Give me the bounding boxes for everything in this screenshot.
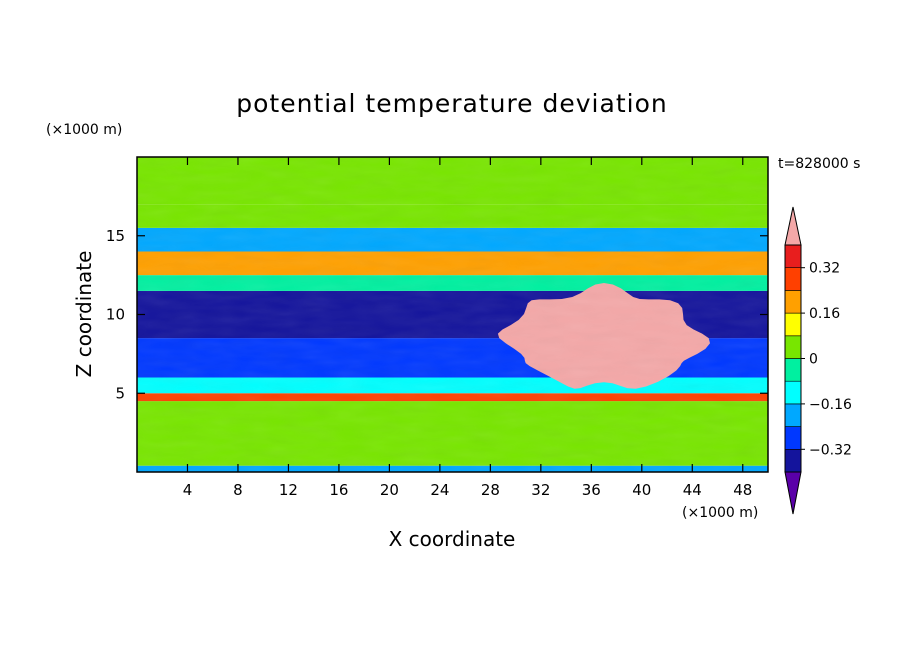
- colorbar-segment: [784, 335, 802, 359]
- x-axis-unit: (×1000 m): [682, 505, 758, 521]
- x-tick-label: 32: [531, 481, 550, 499]
- colorbar-tick-label: −0.16: [809, 397, 852, 413]
- x-tick-label: 24: [430, 481, 449, 499]
- colorbar-tick-label: 0: [809, 352, 818, 368]
- y-tick-label: 15: [106, 227, 125, 245]
- x-tick-label: 36: [582, 481, 601, 499]
- colorbar-segment: [784, 426, 802, 450]
- colorbar-segment: [784, 267, 802, 291]
- colorbar-segment: [784, 358, 802, 382]
- heatmap-texture: [137, 157, 768, 472]
- y-axis: 5 10 15: [106, 227, 768, 402]
- y-tick-label: 10: [106, 306, 125, 324]
- colorbar-tick-label: −0.32: [809, 442, 852, 458]
- colorbar-extend-bottom: [784, 471, 802, 515]
- x-tick-label: 28: [481, 481, 500, 499]
- colorbar-segment: [784, 312, 802, 337]
- x-tick-label: 8: [233, 481, 243, 499]
- colorbar-segment: [784, 403, 802, 427]
- colorbar-segment: [784, 448, 802, 473]
- colorbar-segment: [784, 290, 802, 314]
- plot-area: [137, 157, 768, 472]
- colorbar-tick-label: 0.16: [809, 306, 840, 322]
- y-axis-unit: (×1000 m): [46, 122, 122, 138]
- y-axis-title: Z coordinate: [72, 251, 96, 378]
- x-tick-label: 40: [632, 481, 651, 499]
- x-tick-label: 16: [329, 481, 348, 499]
- x-tick-label: 20: [380, 481, 399, 499]
- x-tick-label: 12: [279, 481, 298, 499]
- x-axis: 4 8 12 16 20 24 28 32 36 40 44 48: [183, 157, 752, 499]
- colorbar: 0.32 0.16 0 −0.16 −0.32: [784, 206, 852, 515]
- y-tick-label: 5: [115, 384, 125, 402]
- time-label: t=828000 s: [778, 156, 860, 172]
- chart-title: potential temperature deviation: [236, 89, 667, 118]
- colorbar-tick-label: 0.32: [809, 261, 840, 277]
- x-tick-label: 4: [183, 481, 193, 499]
- colorbar-extend-top: [784, 206, 802, 246]
- colorbar-segment: [784, 244, 802, 269]
- x-axis-title: X coordinate: [389, 527, 516, 551]
- colorbar-segment: [784, 380, 802, 405]
- x-tick-label: 44: [683, 481, 702, 499]
- x-tick-label: 48: [733, 481, 752, 499]
